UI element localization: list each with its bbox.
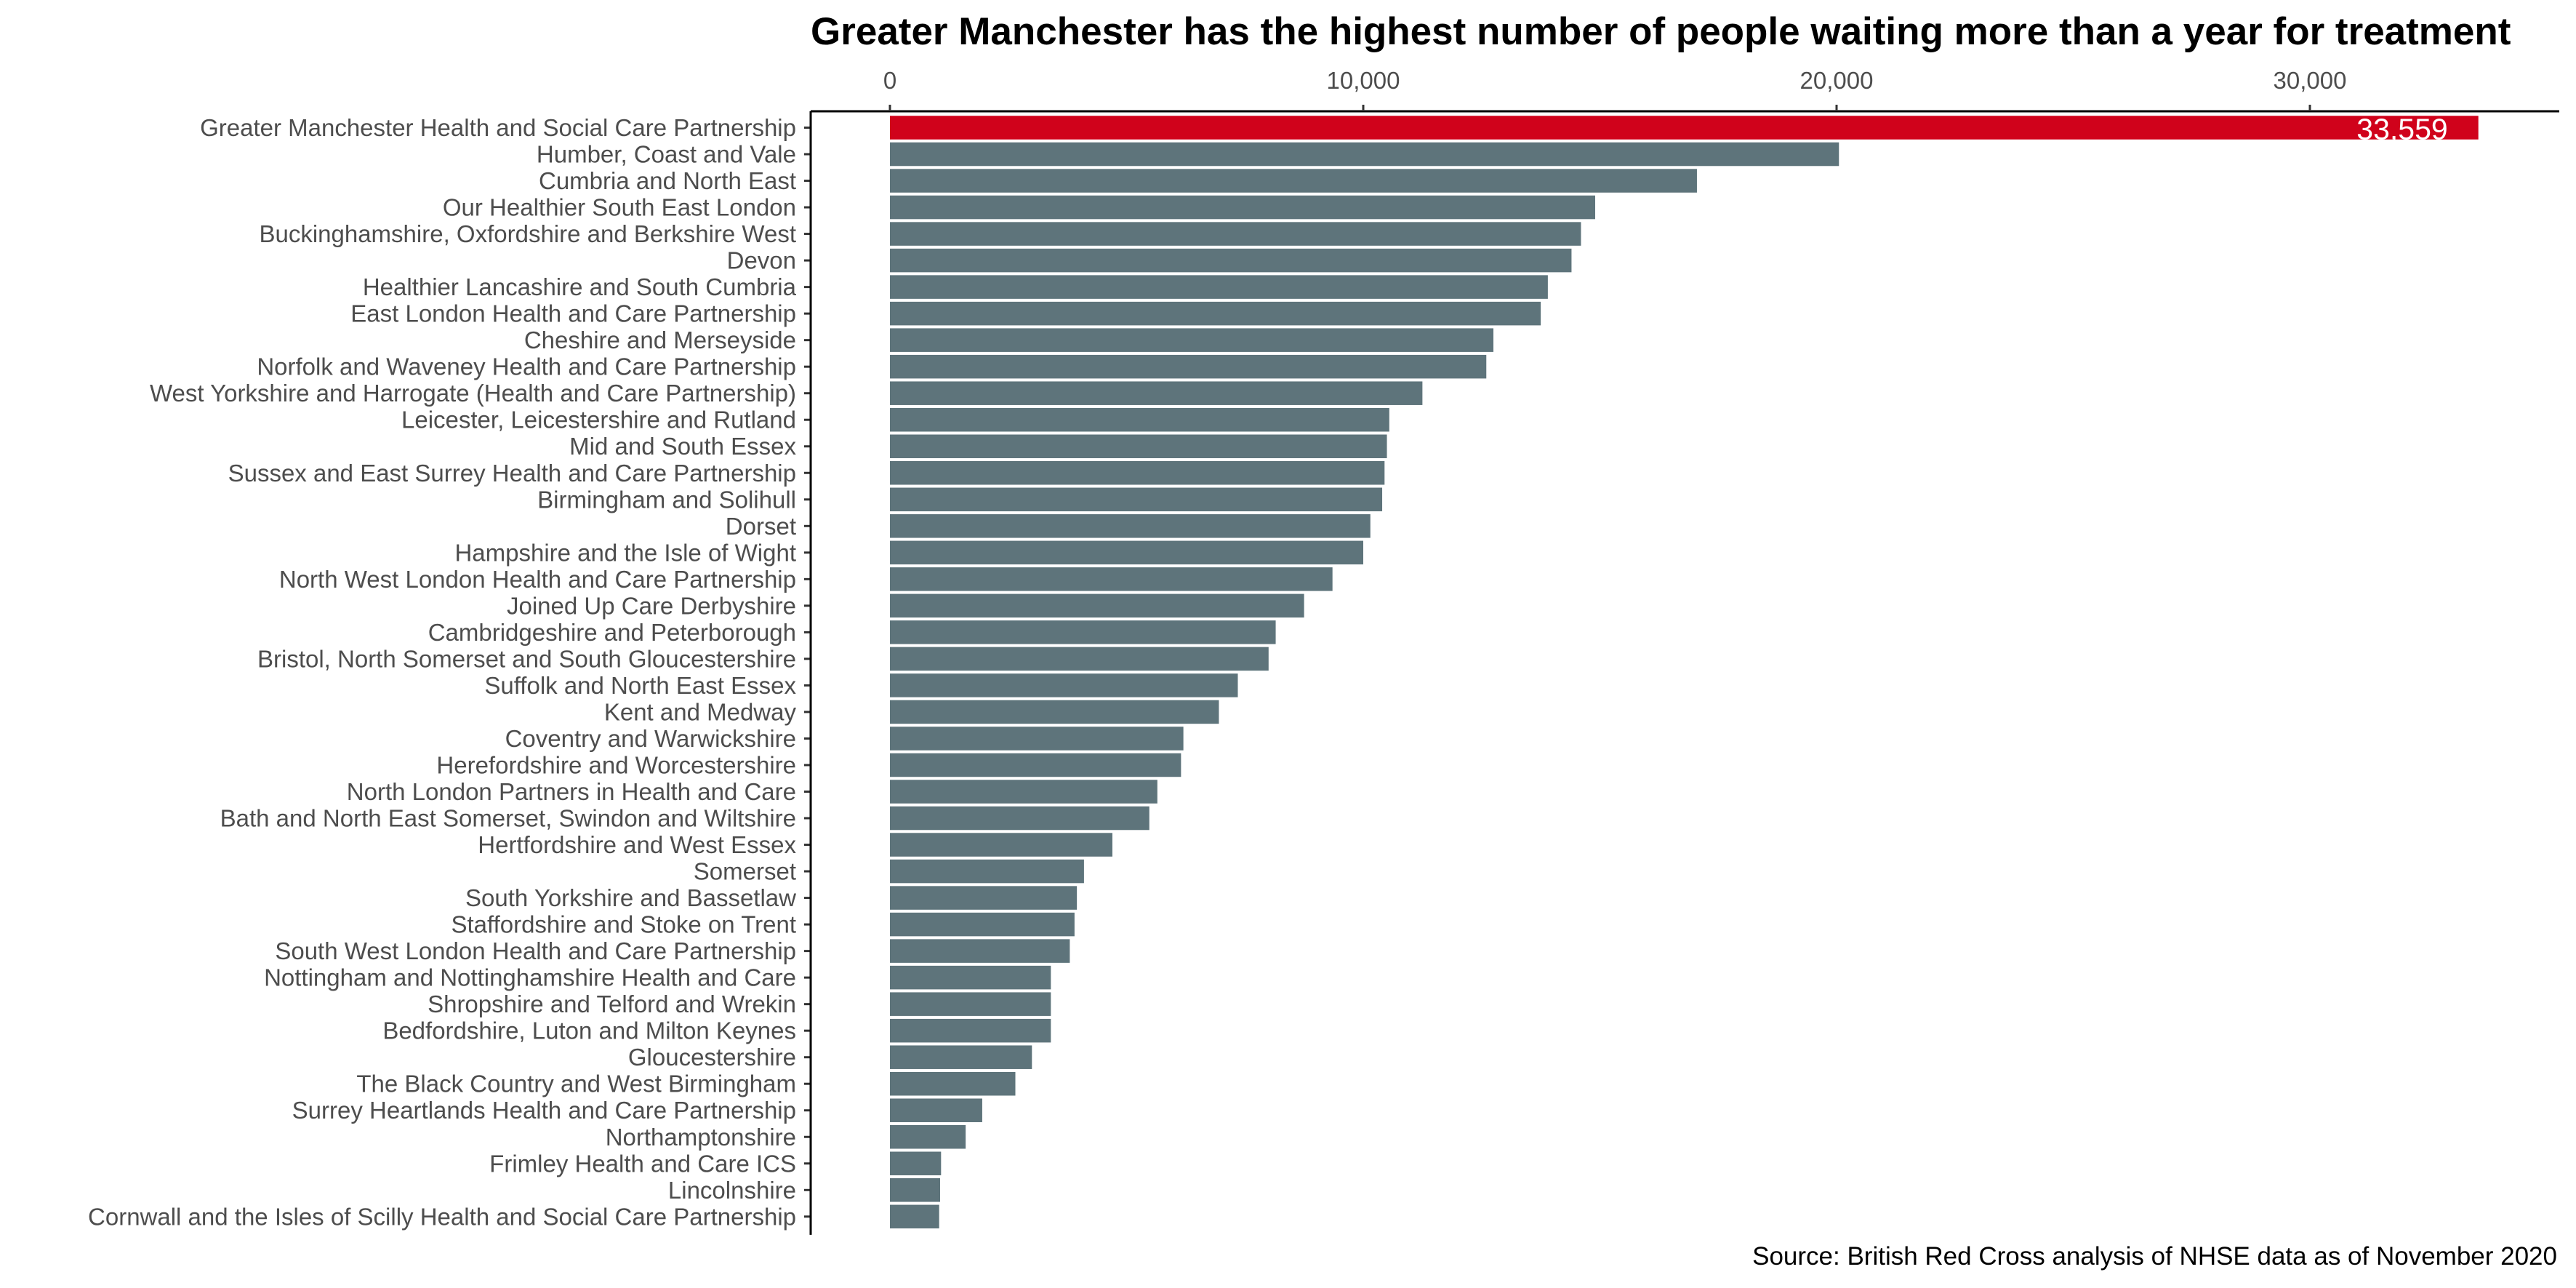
bar — [890, 647, 1269, 671]
bar — [890, 381, 1423, 405]
bar — [890, 753, 1181, 777]
bar — [890, 673, 1238, 697]
category-label: Coventry and Warwickshire — [505, 725, 796, 752]
bar — [890, 1204, 939, 1229]
bar — [890, 1151, 942, 1176]
category-label: Humber, Coast and Vale — [537, 141, 796, 168]
bar — [890, 1125, 966, 1149]
category-label: Kent and Medway — [604, 698, 797, 725]
bar — [890, 195, 1595, 220]
category-label: Gloucestershire — [628, 1044, 796, 1071]
category-label: Leicester, Leicestershire and Rutland — [401, 407, 796, 433]
category-label: Buckinghamshire, Oxfordshire and Berkshi… — [259, 220, 796, 247]
x-tick-label: 20,000 — [1800, 67, 1874, 94]
bar — [890, 965, 1051, 990]
category-label: Lincolnshire — [668, 1177, 796, 1204]
bar — [890, 859, 1084, 884]
category-label: Nottingham and Nottinghamshire Health an… — [264, 964, 796, 991]
bar — [890, 169, 1697, 193]
category-label: West Yorkshire and Harrogate (Health and… — [150, 380, 796, 407]
bar — [890, 727, 1184, 751]
category-label: Surrey Heartlands Health and Care Partne… — [292, 1097, 796, 1124]
bar — [890, 1018, 1051, 1043]
bar — [890, 275, 1548, 299]
bar — [890, 806, 1149, 831]
category-label: Bath and North East Somerset, Swindon an… — [220, 805, 796, 832]
category-label: Dorset — [726, 513, 796, 540]
bar — [890, 780, 1157, 804]
bar — [890, 1045, 1032, 1069]
bar — [890, 328, 1494, 352]
category-label: North West London Health and Care Partne… — [279, 566, 796, 593]
category-label: Joined Up Care Derbyshire — [507, 592, 796, 619]
category-label: Hertfordshire and West Essex — [478, 831, 796, 858]
category-label: The Black Country and West Birmingham — [356, 1071, 796, 1097]
category-label: North London Partners in Health and Care — [347, 778, 796, 805]
bar — [890, 1098, 982, 1122]
bar — [890, 620, 1276, 644]
chart-caption: Source: British Red Cross analysis of NH… — [1752, 1242, 2557, 1271]
category-labels: Greater Manchester Health and Social Car… — [88, 114, 797, 1230]
bar — [890, 434, 1387, 458]
category-label: Greater Manchester Health and Social Car… — [200, 114, 796, 141]
bar — [890, 222, 1581, 246]
bar — [890, 992, 1051, 1016]
category-label: Somerset — [694, 858, 796, 885]
data-label: 33,559 — [2356, 113, 2447, 146]
x-tick-label: 0 — [883, 67, 896, 94]
bar — [890, 487, 1383, 512]
category-label: Mid and South Essex — [569, 433, 796, 460]
bar — [890, 116, 2479, 140]
data-labels-group: 33,559 — [2356, 113, 2447, 146]
bars-group — [890, 116, 2479, 1229]
category-label: South Yorkshire and Bassetlaw — [465, 884, 796, 911]
category-label: Shropshire and Telford and Wrekin — [428, 991, 796, 1017]
category-label: Bedfordshire, Luton and Milton Keynes — [382, 1017, 796, 1044]
category-label: Cornwall and the Isles of Scilly Health … — [88, 1203, 796, 1230]
category-label: Cheshire and Merseyside — [524, 327, 796, 353]
category-label: Birmingham and Solihull — [537, 486, 796, 513]
x-tick-label: 10,000 — [1327, 67, 1400, 94]
bar — [890, 912, 1075, 937]
x-tick-label: 30,000 — [2274, 67, 2347, 94]
bar — [890, 700, 1219, 724]
bar — [890, 567, 1333, 591]
category-label: Herefordshire and Worcestershire — [436, 751, 796, 778]
category-label: Bristol, North Somerset and South Glouce… — [257, 645, 796, 672]
category-label: Cumbria and North East — [539, 167, 796, 194]
category-label: Northamptonshire — [606, 1124, 796, 1151]
bar — [890, 354, 1487, 379]
y-axis — [804, 111, 812, 1235]
bar — [890, 407, 1389, 432]
bar — [890, 540, 1363, 565]
bar — [890, 886, 1078, 910]
category-label: Suffolk and North East Essex — [484, 672, 796, 699]
bar — [890, 593, 1304, 618]
bar — [890, 461, 1385, 485]
category-label: Devon — [727, 247, 796, 274]
category-label: Healthier Lancashire and South Cumbria — [363, 273, 797, 300]
category-label: Our Healthier South East London — [443, 194, 796, 221]
category-label: South West London Health and Care Partne… — [275, 937, 796, 964]
bar — [890, 248, 1572, 273]
bar — [890, 301, 1541, 326]
category-label: Cambridgeshire and Peterborough — [428, 619, 796, 646]
x-axis: 0 10,000 20,000 30,000 — [811, 67, 2559, 113]
bar — [890, 1178, 941, 1202]
bar — [890, 1071, 1016, 1096]
chart-title: Greater Manchester has the highest numbe… — [811, 10, 2511, 53]
bar — [890, 142, 1839, 167]
category-label: Hampshire and the Isle of Wight — [454, 539, 796, 566]
bar — [890, 833, 1112, 857]
bar — [890, 514, 1371, 538]
bar — [890, 939, 1070, 963]
category-label: Staffordshire and Stoke on Trent — [451, 911, 796, 938]
category-label: Norfolk and Waveney Health and Care Part… — [257, 353, 796, 380]
category-label: Sussex and East Surrey Health and Care P… — [228, 460, 796, 487]
category-label: East London Health and Care Partnership — [350, 300, 796, 327]
category-label: Frimley Health and Care ICS — [489, 1150, 796, 1177]
